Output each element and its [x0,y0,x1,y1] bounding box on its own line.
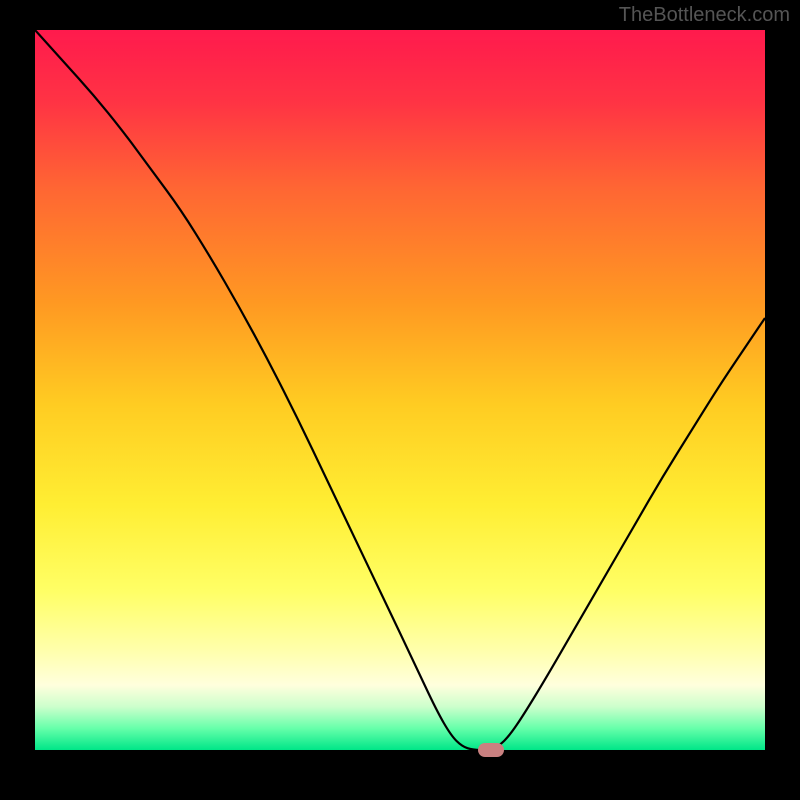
plot-area [35,30,765,750]
watermark-text: TheBottleneck.com [619,4,790,27]
bottleneck-curve [35,30,765,750]
optimal-point-marker [478,743,504,757]
